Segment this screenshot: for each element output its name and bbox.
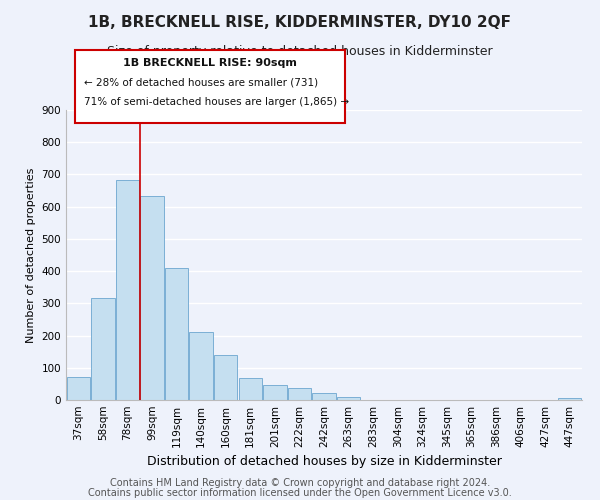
- Bar: [214, 355, 238, 400]
- Bar: [263, 384, 287, 400]
- Text: ← 28% of detached houses are smaller (731): ← 28% of detached houses are smaller (73…: [84, 78, 318, 88]
- Y-axis label: Number of detached properties: Number of detached properties: [26, 168, 36, 342]
- Text: Size of property relative to detached houses in Kidderminster: Size of property relative to detached ho…: [107, 45, 493, 58]
- Bar: [558, 398, 581, 400]
- Bar: [91, 298, 115, 400]
- Bar: [337, 397, 360, 400]
- Text: Contains HM Land Registry data © Crown copyright and database right 2024.: Contains HM Land Registry data © Crown c…: [110, 478, 490, 488]
- Bar: [239, 378, 262, 400]
- Bar: [116, 180, 139, 400]
- Text: Contains public sector information licensed under the Open Government Licence v3: Contains public sector information licen…: [88, 488, 512, 498]
- Bar: [165, 268, 188, 400]
- X-axis label: Distribution of detached houses by size in Kidderminster: Distribution of detached houses by size …: [146, 456, 502, 468]
- Bar: [288, 388, 311, 400]
- Bar: [190, 332, 213, 400]
- Bar: [140, 196, 164, 400]
- Text: 1B, BRECKNELL RISE, KIDDERMINSTER, DY10 2QF: 1B, BRECKNELL RISE, KIDDERMINSTER, DY10 …: [89, 15, 511, 30]
- Bar: [67, 378, 90, 400]
- Text: 71% of semi-detached houses are larger (1,865) →: 71% of semi-detached houses are larger (…: [84, 96, 349, 106]
- Bar: [313, 393, 335, 400]
- Text: 1B BRECKNELL RISE: 90sqm: 1B BRECKNELL RISE: 90sqm: [123, 58, 297, 68]
